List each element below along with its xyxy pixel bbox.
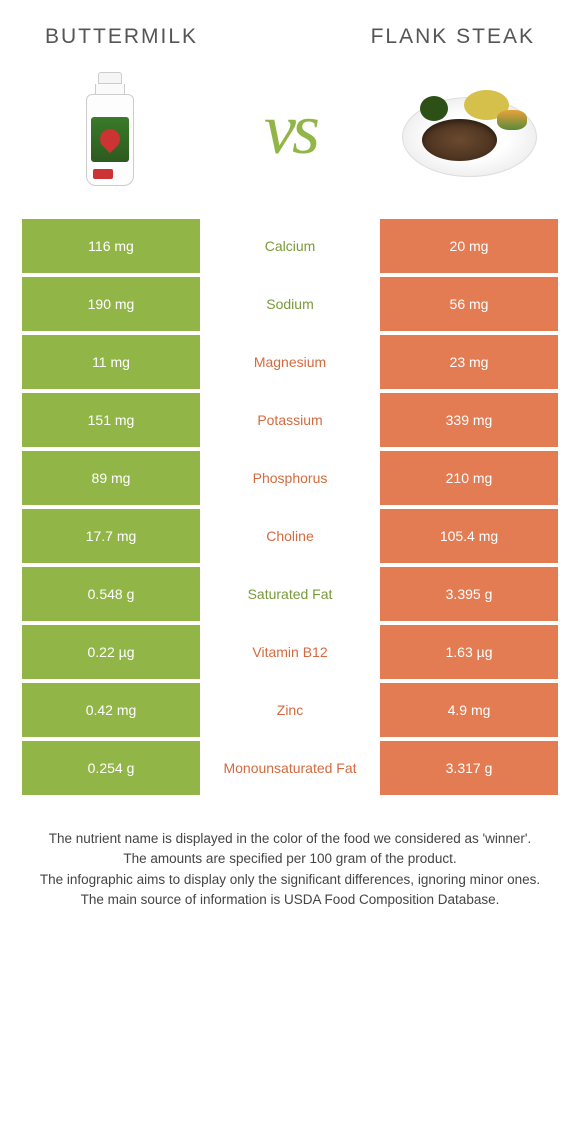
nutrient-label: Potassium (200, 393, 380, 447)
footer-notes: The nutrient name is displayed in the co… (0, 799, 580, 910)
value-left: 190 mg (22, 277, 200, 331)
value-left: 116 mg (22, 219, 200, 273)
value-right: 20 mg (380, 219, 558, 273)
value-right: 23 mg (380, 335, 558, 389)
value-left: 11 mg (22, 335, 200, 389)
value-right: 4.9 mg (380, 683, 558, 737)
value-right: 339 mg (380, 393, 558, 447)
table-row: 0.254 gMonounsaturated Fat3.317 g (22, 741, 558, 795)
footer-line: The nutrient name is displayed in the co… (30, 829, 550, 849)
table-row: 151 mgPotassium339 mg (22, 393, 558, 447)
table-row: 0.548 gSaturated Fat3.395 g (22, 567, 558, 621)
nutrient-label: Monounsaturated Fat (200, 741, 380, 795)
value-right: 105.4 mg (380, 509, 558, 563)
nutrient-label: Zinc (200, 683, 380, 737)
nutrient-label: Saturated Fat (200, 567, 380, 621)
value-left: 89 mg (22, 451, 200, 505)
title-right: Flank steak (371, 25, 535, 49)
header: Buttermilk Flank steak (0, 0, 580, 59)
nutrient-label: Choline (200, 509, 380, 563)
comparison-table: 116 mgCalcium20 mg190 mgSodium56 mg11 mg… (0, 209, 580, 795)
value-right: 56 mg (380, 277, 558, 331)
footer-line: The amounts are specified per 100 gram o… (30, 849, 550, 869)
buttermilk-image (40, 69, 180, 189)
value-left: 0.254 g (22, 741, 200, 795)
table-row: 116 mgCalcium20 mg (22, 219, 558, 273)
value-left: 17.7 mg (22, 509, 200, 563)
vs-label: vs (264, 88, 316, 171)
value-right: 1.63 µg (380, 625, 558, 679)
table-row: 11 mgMagnesium23 mg (22, 335, 558, 389)
footer-line: The infographic aims to display only the… (30, 870, 550, 890)
value-right: 3.317 g (380, 741, 558, 795)
table-row: 0.22 µgVitamin B121.63 µg (22, 625, 558, 679)
value-right: 210 mg (380, 451, 558, 505)
nutrient-label: Calcium (200, 219, 380, 273)
value-right: 3.395 g (380, 567, 558, 621)
title-left: Buttermilk (45, 25, 198, 49)
hero-row: vs (0, 59, 580, 209)
nutrient-label: Phosphorus (200, 451, 380, 505)
value-left: 0.22 µg (22, 625, 200, 679)
nutrient-label: Magnesium (200, 335, 380, 389)
value-left: 0.42 mg (22, 683, 200, 737)
table-row: 0.42 mgZinc4.9 mg (22, 683, 558, 737)
nutrient-label: Sodium (200, 277, 380, 331)
nutrient-label: Vitamin B12 (200, 625, 380, 679)
value-left: 151 mg (22, 393, 200, 447)
table-row: 17.7 mgCholine105.4 mg (22, 509, 558, 563)
flank-steak-image (400, 69, 540, 189)
value-left: 0.548 g (22, 567, 200, 621)
table-row: 190 mgSodium56 mg (22, 277, 558, 331)
footer-line: The main source of information is USDA F… (30, 890, 550, 910)
table-row: 89 mgPhosphorus210 mg (22, 451, 558, 505)
